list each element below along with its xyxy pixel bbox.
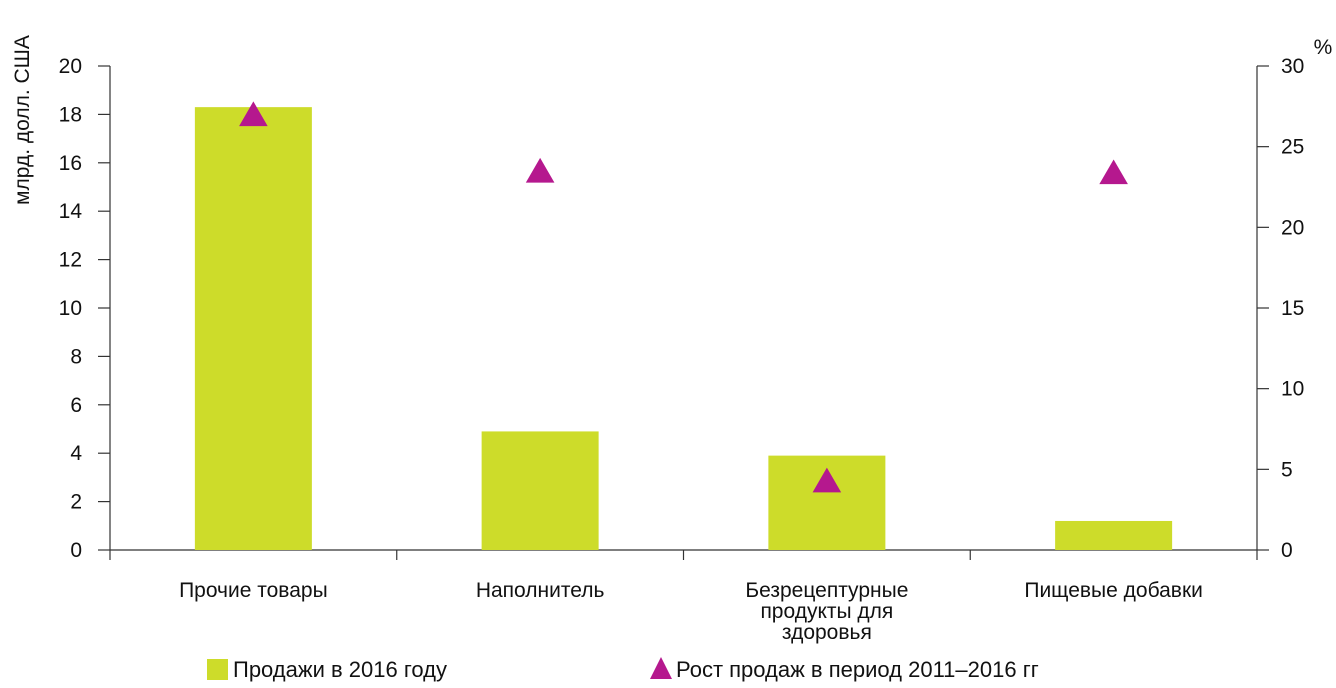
legend: Продажи в 2016 году Рост продаж в период … xyxy=(207,657,1039,682)
category-label-line: продукты для xyxy=(760,600,893,623)
bar xyxy=(481,431,599,550)
category-label-line: Безрецептурные xyxy=(745,579,908,602)
right-tick-label: 30 xyxy=(1281,55,1304,78)
category-label-line: здоровья xyxy=(782,621,872,644)
right-tick-label: 5 xyxy=(1281,458,1293,481)
growth-marker xyxy=(525,157,555,183)
labels-layer: 0 2 4 6 8 10 12 14 16 18 20 0 5 10 15 20 25 30 Прочие това… xyxy=(11,35,1332,644)
category-label-line: Наполнитель xyxy=(476,579,605,602)
left-tick-label: 20 xyxy=(59,55,82,78)
category-label: Наполнитель xyxy=(476,579,605,602)
bar xyxy=(194,107,312,550)
legend-label-sales: Продажи в 2016 году xyxy=(233,657,447,682)
left-tick-label: 16 xyxy=(59,152,82,175)
left-tick-label: 10 xyxy=(59,297,82,320)
left-tick-label: 0 xyxy=(70,539,82,562)
legend-swatch-triangle xyxy=(650,657,672,679)
bars-layer xyxy=(194,107,1173,550)
left-axis-title: млрд. долл. США xyxy=(11,35,34,205)
growth-marker xyxy=(1099,159,1128,185)
right-axis-title: % xyxy=(1314,36,1333,59)
right-tick-label: 15 xyxy=(1281,297,1304,320)
category-label-line: Пищевые добавки xyxy=(1024,579,1203,602)
left-tick-label: 18 xyxy=(59,103,82,126)
markers-layer xyxy=(239,101,1128,493)
category-label: Пищевые добавки xyxy=(1024,579,1203,602)
left-tick-label: 6 xyxy=(70,394,82,417)
category-label-line: Прочие товары xyxy=(179,579,328,602)
left-tick-label: 2 xyxy=(70,491,82,514)
growth-marker xyxy=(812,467,842,493)
category-label: Безрецептурные продукты для здоровья xyxy=(745,579,908,644)
legend-label-growth: Рост продаж в период 2011–2016 гг xyxy=(676,657,1039,682)
right-tick-label: 25 xyxy=(1281,136,1304,159)
left-tick-label: 8 xyxy=(70,345,82,368)
right-tick-label: 20 xyxy=(1281,216,1304,239)
growth-marker xyxy=(239,101,268,127)
left-tick-label: 14 xyxy=(59,200,83,223)
left-tick-label: 12 xyxy=(59,249,82,272)
left-tick-label: 4 xyxy=(70,442,82,465)
right-tick-label: 0 xyxy=(1281,539,1293,562)
legend-swatch-bar xyxy=(207,659,228,680)
bar xyxy=(1055,520,1173,550)
legend-item-sales: Продажи в 2016 году xyxy=(207,657,447,682)
right-tick-label: 10 xyxy=(1281,378,1304,401)
legend-item-growth: Рост продаж в период 2011–2016 гг xyxy=(650,657,1039,682)
category-label: Прочие товары xyxy=(179,579,328,602)
